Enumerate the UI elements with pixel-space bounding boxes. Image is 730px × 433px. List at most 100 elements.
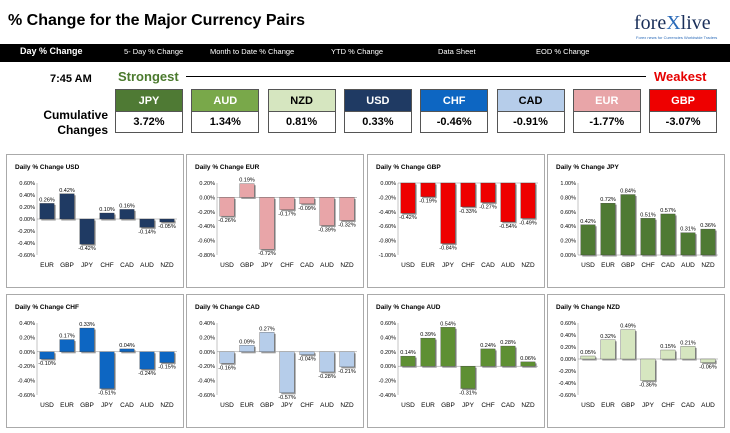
currency-code: CAD	[496, 89, 565, 112]
category-label: JPY	[442, 262, 455, 269]
bar-chart: Daily % Change EUR 0.20% 0.00% -0.20% -0.40%…	[195, 164, 357, 269]
chart-title: Daily % Change GBP	[376, 164, 441, 171]
y-tick-label: -0.40%	[18, 379, 36, 385]
category-label: JPY	[101, 402, 114, 409]
category-label: EUR	[40, 262, 54, 269]
y-tick-label: -0.60%	[198, 239, 216, 245]
data-label: -0.57%	[278, 395, 296, 401]
bar	[620, 194, 636, 256]
tab-eod-change[interactable]: EOD % Change	[536, 47, 590, 56]
category-label: NZD	[160, 262, 174, 269]
data-label: 0.06%	[520, 356, 536, 362]
data-label: -0.17%	[278, 212, 296, 218]
bar	[119, 348, 135, 352]
tab-ytd-change[interactable]: YTD % Change	[331, 47, 384, 56]
bar	[520, 361, 536, 367]
currency-code: NZD	[267, 89, 336, 112]
bar-group	[339, 197, 356, 222]
bar-group	[99, 351, 116, 391]
bar-group	[520, 182, 537, 220]
data-label: 0.16%	[119, 203, 135, 209]
bar-group	[660, 213, 677, 257]
bar	[159, 351, 175, 363]
data-label: -0.10%	[38, 361, 56, 367]
data-label: -0.04%	[298, 357, 316, 363]
cumulative-aud: AUD 1.34%	[191, 89, 260, 133]
category-label: CHF	[100, 262, 113, 269]
data-label: -0.84%	[439, 245, 457, 251]
y-tick-label: 0.20%	[19, 335, 35, 341]
data-label: -0.32%	[338, 222, 356, 228]
category-label: CHF	[461, 262, 474, 269]
data-label: 0.84%	[620, 189, 636, 195]
bar-group	[59, 193, 76, 221]
y-tick-label: 0.00%	[19, 217, 35, 223]
category-label: GBP	[621, 262, 635, 269]
cumulative-nzd: NZD 0.81%	[267, 89, 336, 133]
y-tick-label: -0.80%	[198, 253, 216, 259]
category-label: USD	[581, 262, 595, 269]
data-label: -0.16%	[218, 365, 236, 371]
y-tick-label: 0.00%	[560, 357, 576, 363]
bar-group	[119, 348, 136, 354]
page-title: % Change for the Major Currency Pairs	[8, 12, 305, 29]
data-label: 0.42%	[59, 188, 75, 194]
bar-chart: Daily % Change GBP 0.00% -0.20% -0.40% -0.60…	[376, 164, 538, 269]
tab-month-to-date[interactable]: Month to Date % Change	[210, 47, 295, 56]
data-label: 0.54%	[440, 321, 456, 327]
bar	[480, 348, 496, 367]
currency-code: EUR	[572, 89, 641, 112]
category-label: AUD	[681, 262, 695, 269]
strength-rule	[186, 76, 646, 77]
data-label: 0.14%	[400, 350, 416, 356]
category-label: GBP	[240, 262, 254, 269]
category-label: AUD	[501, 262, 515, 269]
y-tick-label: -0.20%	[379, 195, 397, 201]
category-label: GBP	[260, 402, 274, 409]
y-tick-label: -0.40%	[18, 241, 36, 247]
data-label: 0.51%	[640, 212, 656, 218]
category-label: CAD	[681, 402, 695, 409]
category-label: USD	[220, 262, 234, 269]
data-label: -0.09%	[298, 206, 316, 212]
category-label: GBP	[621, 402, 635, 409]
category-label: AUD	[320, 402, 334, 409]
y-tick-label: -0.20%	[198, 364, 216, 370]
category-label: CHF	[661, 402, 674, 409]
tab-data-sheet[interactable]: Data Sheet	[438, 47, 476, 56]
y-tick-label: 0.40%	[19, 321, 35, 327]
bar-group	[139, 351, 156, 371]
bar-group	[520, 361, 537, 368]
bar-group	[239, 345, 256, 354]
forexlive-logo: foreXlive	[634, 12, 711, 34]
y-tick-label: 0.00%	[380, 181, 396, 187]
bar	[59, 193, 75, 220]
data-label: 0.28%	[500, 340, 516, 346]
y-tick-label: 0.60%	[380, 321, 396, 327]
data-label: -0.54%	[499, 224, 517, 230]
category-label: JPY	[462, 402, 475, 409]
bar	[239, 183, 255, 198]
y-tick-label: -0.20%	[18, 229, 36, 235]
category-label: EUR	[421, 402, 435, 409]
bar-group	[319, 351, 336, 374]
category-label: CAD	[120, 262, 134, 269]
data-label: -0.24%	[138, 371, 156, 377]
category-label: EUR	[601, 262, 615, 269]
y-tick-label: 0.40%	[560, 333, 576, 339]
bar	[620, 329, 636, 360]
y-tick-label: -1.00%	[379, 253, 397, 259]
category-label: USD	[401, 262, 415, 269]
tab-day-change[interactable]: Day % Change	[20, 46, 83, 56]
bar	[59, 339, 75, 352]
y-tick-label: -0.40%	[379, 393, 397, 399]
category-label: CAD	[501, 402, 515, 409]
tab-5day-change[interactable]: 5- Day % Change	[124, 47, 184, 56]
category-label: NZD	[521, 262, 535, 269]
bar	[580, 224, 596, 256]
logo-tagline: Forex news for Currencies Worldwide Trad…	[636, 35, 718, 40]
chart-title: Daily % Change USD	[15, 164, 80, 171]
chart-panel-6: Daily % Change CAD 0.40% 0.20% 0.00% -0.20% -…	[186, 294, 364, 428]
category-label: JPY	[281, 402, 294, 409]
data-label: -0.19%	[419, 199, 437, 205]
